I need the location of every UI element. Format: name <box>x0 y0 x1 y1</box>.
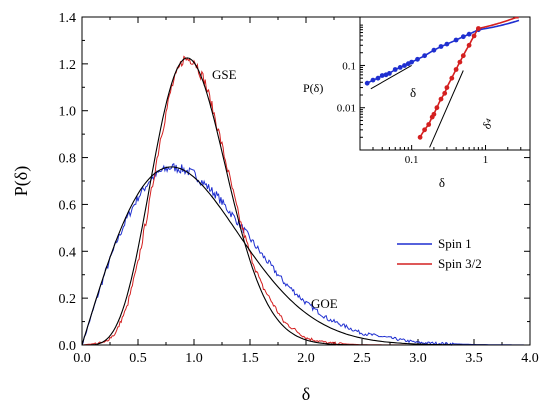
gse-annotation: GSE <box>212 67 237 82</box>
main-series <box>81 55 530 346</box>
x-tick-label: 3.5 <box>465 351 483 366</box>
inset-spin1-line <box>366 19 520 84</box>
x-tick-label: 2.5 <box>353 351 371 366</box>
x-tick-label: 3.0 <box>409 351 427 366</box>
legend: Spin 1 Spin 3/2 <box>397 236 482 271</box>
main-axis-ticks: 0.0 0.5 1.0 1.5 2.0 2.5 3.0 3.5 4.0 0.0 0.2 0.4 0.6 0… <box>59 11 539 366</box>
x-tick-label: 1.5 <box>241 351 259 366</box>
y-tick-label: 1.0 <box>59 105 77 120</box>
goe-annotation: GOE <box>311 296 338 311</box>
inset-series <box>364 16 520 148</box>
inset-delta4-reference-line <box>429 70 464 148</box>
main-plot: 0.0 0.5 1.0 1.5 2.0 2.5 3.0 3.5 4.0 0.0 0.2 0.4 0.6 0… <box>11 11 539 404</box>
x-tick-label: 0.0 <box>73 351 91 366</box>
inset-axis-ticks: 0.1 1 0.01 0.1 <box>337 24 522 166</box>
y-tick-label: 0.8 <box>59 152 77 167</box>
main-x-axis-label: δ <box>302 384 310 404</box>
inset-plot-frame <box>359 16 531 151</box>
y-tick-label: 0.4 <box>59 245 77 260</box>
y-tick-label: 0.0 <box>59 339 77 354</box>
y-tick-label: 0.6 <box>59 198 77 213</box>
x-tick-label: 0.5 <box>129 351 147 366</box>
inset-x-tick-label: 1 <box>483 154 489 166</box>
inset-plot: 0.1 10.010.1 δ P(δ) δ δ⁴ <box>303 16 531 190</box>
inset-y-tick-label: 0.1 <box>342 60 356 72</box>
y-tick-label: 1.4 <box>59 11 77 26</box>
inset-spin32-line <box>419 16 519 138</box>
x-tick-label: 4.0 <box>521 351 539 366</box>
x-tick-label: 1.0 <box>185 351 203 366</box>
gse-theory-curve <box>82 57 530 346</box>
y-tick-label: 0.2 <box>59 292 77 307</box>
legend-spin32-label: Spin 3/2 <box>438 256 482 271</box>
inset-delta-reference-line <box>370 65 412 90</box>
legend-spin1-label: Spin 1 <box>438 236 472 251</box>
inset-y-axis-label: P(δ) <box>303 81 323 95</box>
inset-x-tick-label: 0.1 <box>405 154 419 166</box>
main-y-axis-label: P(δ) <box>11 166 32 196</box>
inset-x-axis-label: δ <box>439 175 445 190</box>
x-tick-label: 2.0 <box>297 351 315 366</box>
inset-delta-annotation: δ <box>410 85 416 100</box>
inset-y-tick-label: 0.01 <box>337 103 356 115</box>
y-tick-label: 1.2 <box>59 58 77 73</box>
